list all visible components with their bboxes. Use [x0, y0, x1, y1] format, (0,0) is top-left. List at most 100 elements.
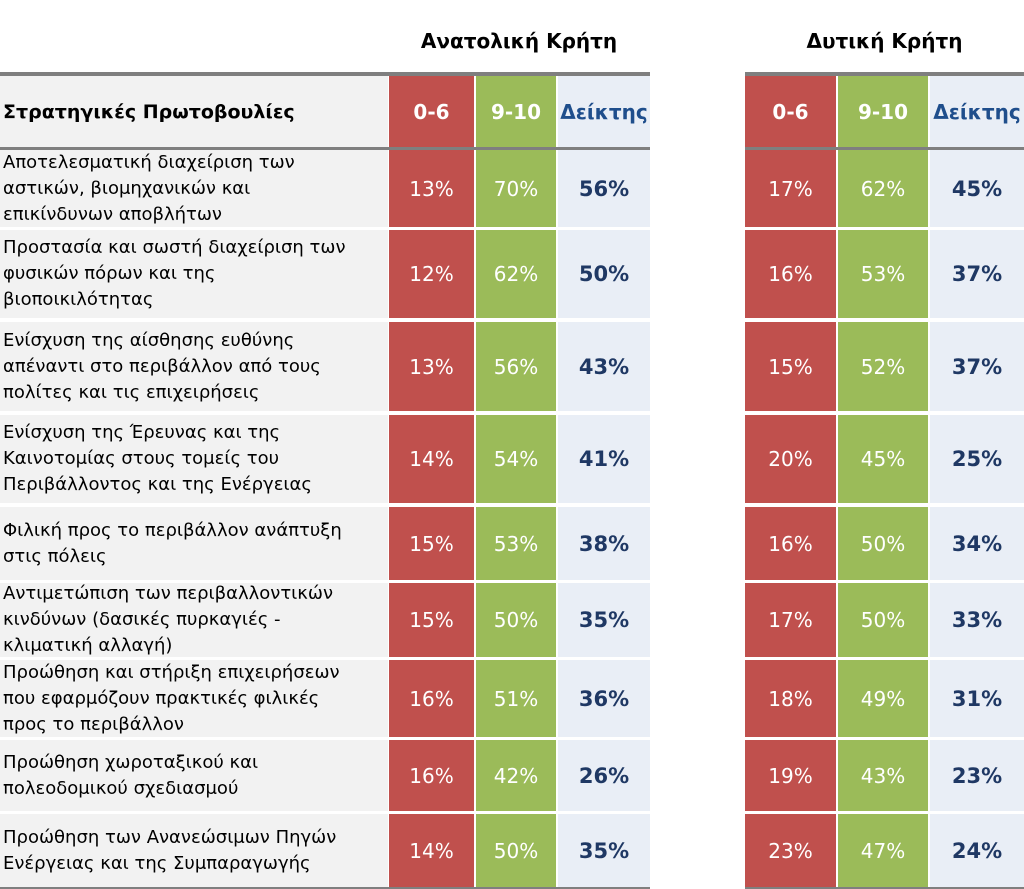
initiative-text-line: πολίτες και τις επιχειρήσεις	[3, 381, 260, 403]
east-high-share: 51%	[476, 660, 556, 737]
initiative-text-line: αστικών, βιομηχανικών και	[3, 177, 251, 199]
west-low-share: 23%	[745, 814, 836, 887]
west-low-share: 16%	[745, 230, 836, 318]
west-index: 45%	[930, 150, 1024, 227]
east-low-share: 14%	[389, 415, 474, 503]
west-high-share: 52%	[838, 322, 928, 411]
west-high-share: 50%	[838, 583, 928, 657]
initiative-text-line: Προώθηση χωροταξικού και	[3, 751, 259, 773]
initiative-text-line: Φιλική προς το περιβάλλον ανάπτυξη	[3, 519, 342, 541]
east-index: 35%	[558, 814, 650, 887]
west-high-share: 43%	[838, 740, 928, 811]
header-bottom-rule	[0, 147, 650, 150]
west-high-share: 47%	[838, 814, 928, 887]
initiative-label: Προώθηση χωροταξικού και πολεοδομικού σχε…	[0, 740, 388, 811]
east-high-share: 53%	[476, 507, 556, 580]
east-index: 35%	[558, 583, 650, 657]
west-low-share: 18%	[745, 660, 836, 737]
initiative-text-line: Ενέργειας και της Συμπαραγωγής	[3, 852, 311, 874]
west-index: 25%	[930, 415, 1024, 503]
east-index: 36%	[558, 660, 650, 737]
initiative-text-line: Καινοτομίας στους τομείς του	[3, 448, 280, 469]
initiative-label: Προώθηση των Ανανεώσιμων Πηγών Ενέργειας …	[0, 814, 388, 887]
column-header-index-east: Δείκτης	[558, 76, 650, 147]
column-header-low-west: 0-6	[745, 76, 836, 147]
column-header-high-east: 9-10	[476, 76, 556, 147]
initiative-text-line: Προστασία και σωστή διαχείριση των	[3, 237, 346, 258]
column-header-index-west: Δείκτης	[930, 76, 1024, 147]
east-high-share: 50%	[476, 814, 556, 887]
initiative-text: Ενίσχυση της αίσθησης ευθύνης απέναντι στ…	[3, 328, 321, 406]
west-index: 31%	[930, 660, 1024, 737]
initiative-label: Αντιμετώπιση των περιβαλλοντικών κινδύνων…	[0, 583, 388, 657]
east-index: 43%	[558, 322, 650, 411]
initiative-text-line: πολεοδομικού σχεδιασμού	[3, 777, 239, 799]
east-index: 26%	[558, 740, 650, 811]
west-high-share: 50%	[838, 507, 928, 580]
initiative-text-line: επικίνδυνων αποβλήτων	[3, 203, 222, 225]
east-index: 50%	[558, 230, 650, 318]
west-high-share: 45%	[838, 415, 928, 503]
east-high-share: 42%	[476, 740, 556, 811]
initiative-text-line: προς το περιβάλλον	[3, 713, 184, 735]
east-high-share: 62%	[476, 230, 556, 318]
region-title-west: Δυτική Κρήτη	[806, 29, 963, 53]
east-low-share: 14%	[389, 814, 474, 887]
initiative-label: Ενίσχυση της Έρευνας και της Καινοτομίας …	[0, 415, 388, 503]
initiative-text-line: κινδύνων (δασικές πυρκαγιές -	[3, 609, 281, 630]
header-top-rule	[745, 72, 1024, 76]
east-high-share: 50%	[476, 583, 556, 657]
west-low-share: 19%	[745, 740, 836, 811]
region-title-east: Ανατολική Κρήτη	[420, 29, 618, 53]
east-low-share: 12%	[389, 230, 474, 318]
initiative-text: Αντιμετώπιση των περιβαλλοντικών κινδύνων…	[3, 581, 333, 659]
west-low-share: 15%	[745, 322, 836, 411]
initiative-label: Αποτελεσματική διαχείριση των αστικών, βι…	[0, 150, 388, 227]
initiative-text-line: Αποτελεσματική διαχείριση των	[3, 151, 295, 173]
west-high-share: 53%	[838, 230, 928, 318]
initiative-text-line: Αντιμετώπιση των περιβαλλοντικών	[3, 583, 334, 604]
initiative-text-line: στις πόλεις	[3, 545, 107, 567]
initiative-text-line: βιοποικιλότητας	[3, 289, 154, 310]
initiative-text-line: Προώθηση και στήριξη επιχειρήσεων	[3, 661, 340, 683]
initiative-label: Φιλική προς το περιβάλλον ανάπτυξη στις π…	[0, 507, 388, 580]
column-header-low-east: 0-6	[389, 76, 474, 147]
west-low-share: 17%	[745, 150, 836, 227]
initiative-text: Αποτελεσματική διαχείριση των αστικών, βι…	[3, 150, 295, 228]
initiative-label: Ενίσχυση της αίσθησης ευθύνης απέναντι στ…	[0, 322, 388, 411]
header-bottom-rule	[745, 147, 1024, 150]
initiative-text-line: απέναντι στο περιβάλλον από τους	[3, 355, 321, 377]
west-low-share: 17%	[745, 583, 836, 657]
west-index: 34%	[930, 507, 1024, 580]
header-top-rule	[0, 72, 650, 76]
west-index: 37%	[930, 230, 1024, 318]
initiative-label: Προώθηση και στήριξη επιχειρήσεων που εφα…	[0, 660, 388, 737]
east-high-share: 54%	[476, 415, 556, 503]
initiative-label: Προστασία και σωστή διαχείριση των φυσικώ…	[0, 230, 388, 318]
initiative-text: Προώθηση των Ανανεώσιμων Πηγών Ενέργειας …	[3, 825, 336, 877]
east-low-share: 16%	[389, 660, 474, 737]
west-index: 37%	[930, 322, 1024, 411]
west-index: 24%	[930, 814, 1024, 887]
initiative-text-line: που εφαρμόζουν πρακτικές φιλικές	[3, 687, 320, 709]
initiative-text-line: φυσικών πόρων και της	[3, 263, 216, 284]
initiative-text-line: Ενίσχυση της Έρευνας και της	[3, 422, 281, 443]
initiative-text: Προστασία και σωστή διαχείριση των φυσικώ…	[3, 235, 346, 313]
west-high-share: 49%	[838, 660, 928, 737]
initiative-text-line: Περιβάλλοντος και της Ενέργειας	[3, 474, 312, 495]
west-index: 33%	[930, 583, 1024, 657]
initiative-text-line: Προώθηση των Ανανεώσιμων Πηγών	[3, 826, 337, 848]
column-header-initiatives: Στρατηγικές Πρωτοβουλίες	[0, 76, 388, 147]
initiative-text: Προώθηση και στήριξη επιχειρήσεων που εφα…	[3, 660, 340, 738]
west-high-share: 62%	[838, 150, 928, 227]
east-low-share: 13%	[389, 322, 474, 411]
column-header-high-west: 9-10	[838, 76, 928, 147]
east-low-share: 15%	[389, 507, 474, 580]
east-high-share: 56%	[476, 322, 556, 411]
west-low-share: 16%	[745, 507, 836, 580]
table-bottom-rule	[0, 887, 650, 889]
east-low-share: 16%	[389, 740, 474, 811]
initiative-text: Προώθηση χωροταξικού και πολεοδομικού σχε…	[3, 750, 258, 802]
east-index: 56%	[558, 150, 650, 227]
initiative-text: Φιλική προς το περιβάλλον ανάπτυξη στις π…	[3, 518, 342, 570]
